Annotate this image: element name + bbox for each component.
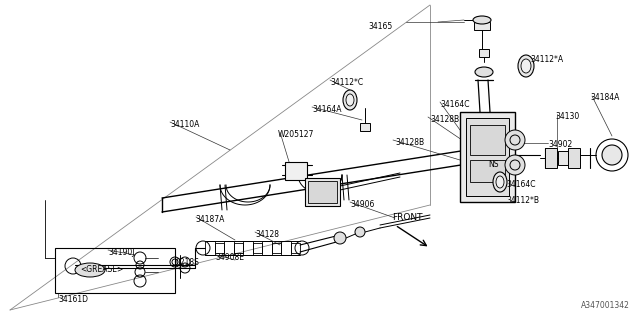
Text: 34130: 34130	[555, 112, 579, 121]
Bar	[285, 162, 307, 180]
Text: 34902: 34902	[548, 140, 572, 149]
Text: 34164C: 34164C	[440, 100, 470, 109]
Text: NS: NS	[488, 160, 499, 169]
Bar	[545, 148, 557, 168]
Bar	[262, 241, 271, 255]
Text: 34128: 34128	[255, 230, 279, 239]
Bar	[243, 241, 253, 255]
Circle shape	[334, 232, 346, 244]
Bar	[460, 112, 515, 202]
Bar	[271, 243, 281, 253]
Text: W205127: W205127	[278, 130, 314, 139]
Text: 34112*B: 34112*B	[506, 196, 539, 205]
Text: <GREASE>: <GREASE>	[80, 265, 124, 274]
Bar	[55, 248, 175, 293]
Bar	[291, 243, 300, 253]
Bar	[474, 22, 490, 30]
Ellipse shape	[521, 59, 531, 73]
Ellipse shape	[518, 55, 534, 77]
Ellipse shape	[473, 16, 491, 24]
Text: 34908E: 34908E	[215, 253, 244, 262]
Bar	[470, 125, 505, 155]
Bar	[253, 243, 262, 253]
Ellipse shape	[75, 263, 105, 277]
Text: 34184A: 34184A	[590, 93, 620, 102]
Text: FRONT: FRONT	[392, 213, 422, 222]
Bar	[479, 49, 489, 57]
Bar	[360, 123, 370, 131]
Text: 34164A: 34164A	[312, 105, 342, 114]
Bar	[234, 243, 243, 253]
Text: 34906: 34906	[350, 200, 374, 209]
Bar	[214, 243, 224, 253]
Circle shape	[355, 227, 365, 237]
Bar	[466, 118, 509, 196]
Text: 34110A: 34110A	[170, 120, 200, 129]
Text: A347001342: A347001342	[581, 301, 630, 310]
Bar	[281, 241, 291, 255]
Ellipse shape	[343, 90, 357, 110]
Text: 34112*C: 34112*C	[330, 78, 363, 87]
Text: 34161D: 34161D	[58, 295, 88, 304]
Ellipse shape	[346, 94, 354, 106]
Circle shape	[505, 130, 525, 150]
Bar	[224, 241, 234, 255]
Bar	[305, 178, 340, 206]
Circle shape	[602, 145, 622, 165]
Text: 34164C: 34164C	[506, 180, 536, 189]
Ellipse shape	[493, 172, 507, 192]
Bar	[558, 151, 568, 165]
Bar	[568, 148, 580, 168]
Bar	[308, 181, 337, 203]
Text: 34112*A: 34112*A	[530, 55, 563, 64]
Circle shape	[505, 155, 525, 175]
Text: 34165: 34165	[368, 22, 392, 31]
Ellipse shape	[475, 67, 493, 77]
Text: 34190J: 34190J	[108, 248, 134, 257]
Text: 34128B: 34128B	[395, 138, 424, 147]
Ellipse shape	[496, 176, 504, 188]
Bar	[470, 160, 505, 182]
Text: 34128B: 34128B	[430, 115, 459, 124]
Text: 0218S: 0218S	[175, 258, 199, 267]
Bar	[205, 241, 214, 255]
Text: 34187A: 34187A	[195, 215, 225, 224]
